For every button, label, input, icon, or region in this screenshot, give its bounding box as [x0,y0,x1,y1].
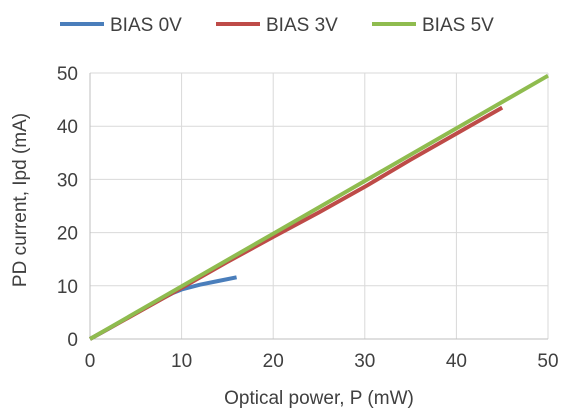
x-axis-title: Optical power, P (mW) [224,388,414,409]
y-tick-label: 30 [57,170,78,191]
legend-label: BIAS 5V [422,15,494,36]
y-tick-label: 20 [57,224,78,245]
x-tick-label: 30 [354,351,375,372]
legend-label: BIAS 0V [110,15,182,36]
x-tick-label: 0 [85,351,96,372]
legend: BIAS 0V BIAS 3V BIAS 5V [60,15,494,36]
y-tick-label: 40 [57,117,78,138]
legend-label: BIAS 3V [266,15,338,36]
series-line-bias-5v [89,73,549,341]
tick-labels: 0 10 20 30 40 50 0 10 20 30 40 50 [57,64,559,372]
x-tick-label: 40 [446,351,467,372]
series-lines [89,73,549,341]
x-tick-label: 10 [171,351,192,372]
x-tick-label: 50 [537,351,558,372]
y-tick-label: 0 [67,330,78,351]
y-tick-label: 50 [57,64,78,85]
y-tick-label: 10 [57,277,78,298]
series-line-bias-0v [89,275,237,341]
axes [89,73,548,340]
x-tick-label: 20 [263,351,284,372]
y-axis-title: PD current, Ipd (mA) [10,113,31,287]
